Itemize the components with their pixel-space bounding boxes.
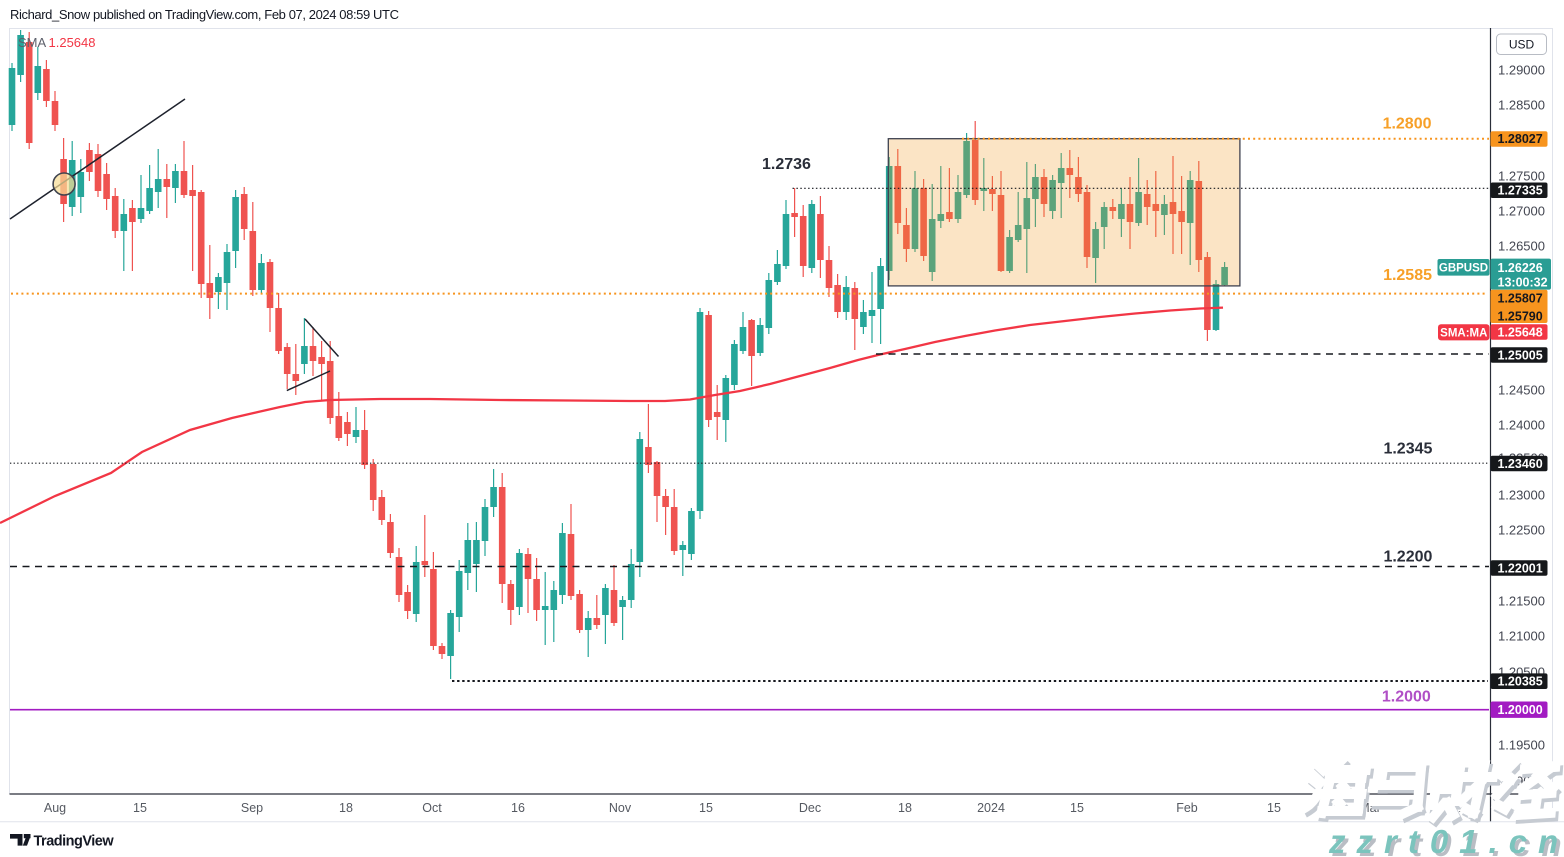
svg-text:1.2585: 1.2585 [1383, 267, 1432, 284]
svg-text:1.25648: 1.25648 [1498, 325, 1543, 339]
svg-text:18: 18 [898, 801, 912, 815]
svg-text:1.22001: 1.22001 [1498, 561, 1543, 575]
svg-text:1.25790: 1.25790 [1498, 309, 1543, 323]
svg-text:1.21500: 1.21500 [1498, 594, 1545, 609]
svg-text:USD: USD [1509, 38, 1535, 52]
svg-text:1.25005: 1.25005 [1498, 348, 1543, 362]
svg-text:1.2200: 1.2200 [1383, 548, 1432, 565]
svg-text:1.26500: 1.26500 [1498, 239, 1545, 254]
svg-text:1.2345: 1.2345 [1383, 441, 1432, 458]
svg-text:13:00:32: 13:00:32 [1498, 275, 1548, 289]
svg-text:1.2736: 1.2736 [762, 156, 811, 173]
svg-text:GBPUSD: GBPUSD [1439, 263, 1488, 275]
svg-text:1.23460: 1.23460 [1498, 457, 1543, 471]
svg-text:1.24000: 1.24000 [1498, 418, 1545, 433]
svg-text:18: 18 [339, 801, 353, 815]
svg-text:Nov: Nov [609, 801, 632, 815]
svg-text:zzrt01.cn: zzrt01.cn [1331, 826, 1564, 857]
svg-text:Oct: Oct [422, 801, 442, 815]
svg-text:15: 15 [1070, 801, 1084, 815]
svg-text:1.27500: 1.27500 [1498, 169, 1545, 184]
svg-text:2024: 2024 [977, 801, 1005, 815]
svg-text:1.26226: 1.26226 [1498, 261, 1543, 275]
svg-text:SMA: SMA [18, 35, 47, 50]
svg-text:Aug: Aug [44, 801, 66, 815]
svg-text:1.22500: 1.22500 [1498, 523, 1545, 538]
svg-text:zzrt01.cn: zzrt01.cn [1328, 823, 1564, 857]
svg-text:1.23000: 1.23000 [1498, 488, 1545, 503]
svg-text:1.28500: 1.28500 [1498, 98, 1545, 113]
svg-text:15: 15 [1267, 801, 1281, 815]
svg-text:16: 16 [511, 801, 525, 815]
svg-text:Feb: Feb [1176, 801, 1198, 815]
svg-text:1.2800: 1.2800 [1383, 116, 1432, 133]
svg-text:1.2000: 1.2000 [1382, 689, 1431, 706]
svg-text:SMA:MA: SMA:MA [1440, 328, 1487, 340]
svg-text:TradingView: TradingView [34, 834, 115, 850]
svg-text:1.20000: 1.20000 [1498, 703, 1543, 717]
svg-text:1.27335: 1.27335 [1498, 184, 1543, 198]
svg-text:1.27000: 1.27000 [1498, 204, 1545, 219]
svg-text:1.19500: 1.19500 [1498, 738, 1545, 753]
svg-text:Sep: Sep [241, 801, 263, 815]
svg-text:1.24500: 1.24500 [1498, 383, 1545, 398]
svg-text:1.28027: 1.28027 [1498, 132, 1543, 146]
svg-text:1.25807: 1.25807 [1498, 291, 1543, 305]
svg-text:1.29000: 1.29000 [1498, 63, 1545, 78]
svg-text:1.21000: 1.21000 [1498, 629, 1545, 644]
svg-text:15: 15 [699, 801, 713, 815]
svg-text:1.20385: 1.20385 [1498, 675, 1543, 689]
svg-text:1.25648: 1.25648 [49, 35, 96, 50]
svg-text:15: 15 [133, 801, 147, 815]
svg-text:Dec: Dec [799, 801, 821, 815]
svg-text:Richard_Snow published on Trad: Richard_Snow published on TradingView.co… [10, 7, 399, 22]
